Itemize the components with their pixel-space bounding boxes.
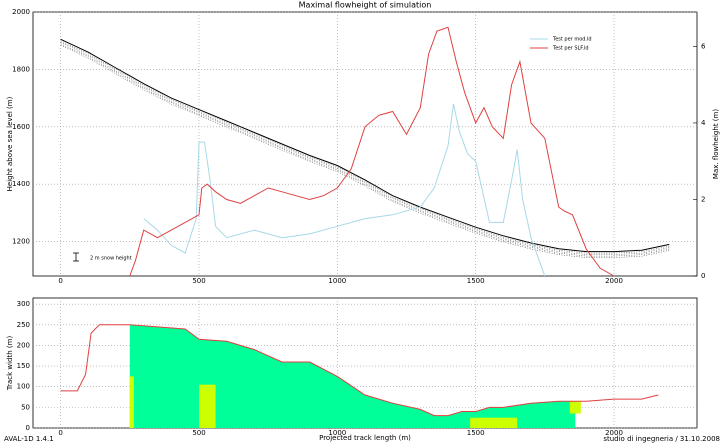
x-tick-label: 2000	[605, 429, 623, 437]
y-tick-label: 100	[17, 383, 30, 391]
y-tick-label: 0	[26, 424, 30, 432]
x-tick-label: 0	[58, 277, 62, 285]
plot-area	[32, 11, 698, 277]
y-axis-label: Height above sea level (m)	[6, 96, 14, 191]
annotation: 2 m snow height	[90, 256, 132, 262]
line	[60, 324, 659, 417]
terrain-hatch	[60, 40, 670, 254]
y-tick-label: 250	[17, 321, 30, 329]
x-tick-label: 1000	[328, 277, 346, 285]
y-tick-label: 2000	[12, 8, 30, 16]
y2-tick-label: 2	[701, 195, 705, 203]
y-tick-label: 50	[21, 403, 30, 411]
terrain-hatch	[60, 45, 670, 258]
x-tick-label: 0	[58, 429, 62, 437]
y2-axis-label: Max. flowheight (m)	[712, 109, 720, 179]
y-tick-label: 1200	[12, 238, 30, 246]
patch	[470, 417, 518, 428]
y-tick-label: 300	[17, 300, 30, 308]
y2-tick-label: 6	[701, 42, 706, 50]
x-tick-label: 1500	[467, 429, 485, 437]
footer-right: studio di ingegneria / 31.10.2008	[603, 435, 720, 443]
legend-label: Test per SLF.ld	[552, 46, 589, 52]
patch	[129, 376, 134, 428]
y-tick-label: 1600	[12, 123, 30, 131]
x-tick-label: 2000	[605, 277, 623, 285]
chart-title: Maximal flowheight of simulation	[299, 1, 432, 10]
x-tick-label: 1000	[328, 429, 346, 437]
line	[129, 26, 615, 277]
x-tick-label: 1500	[467, 277, 485, 285]
y2-tick-label: 0	[701, 272, 705, 280]
y-tick-label: 1800	[12, 65, 30, 73]
area	[129, 324, 576, 428]
line	[60, 38, 670, 253]
y-tick-label: 1400	[12, 180, 30, 188]
x-tick-label: 500	[192, 277, 205, 285]
terrain-hatch	[60, 42, 670, 255]
terrain-hatch	[60, 43, 670, 257]
footer-left: AVAL-1D 1.4.1	[4, 435, 54, 443]
y-tick-label: 150	[17, 362, 30, 370]
patch	[199, 384, 216, 428]
line	[143, 103, 546, 277]
y2-tick-label: 4	[701, 119, 706, 127]
legend-label: Test per mod.ld	[552, 37, 592, 43]
x-tick-label: 500	[192, 429, 205, 437]
y-tick-label: 200	[17, 341, 30, 349]
y-axis-label: Track width (m)	[6, 336, 14, 392]
patch	[569, 401, 581, 414]
x-axis-label: Projected track length (m)	[319, 434, 411, 442]
